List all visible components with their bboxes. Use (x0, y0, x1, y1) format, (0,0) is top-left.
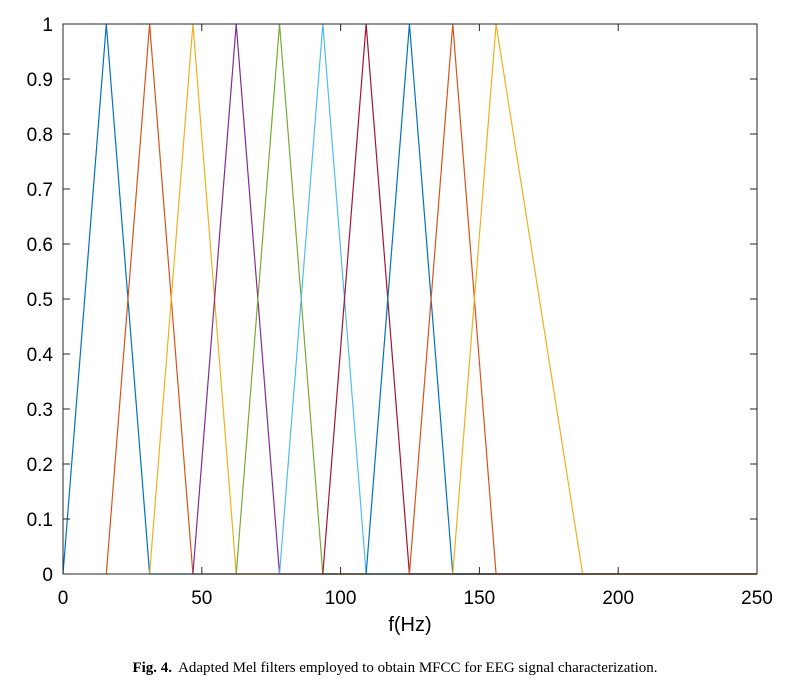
y-tick-label: 0.9 (27, 70, 53, 91)
y-tick-label: 0.8 (27, 125, 53, 146)
y-tick-label: 0.7 (27, 180, 53, 201)
caption-label: Fig. 4. (132, 660, 173, 676)
y-tick-label: 0 (42, 565, 53, 586)
mel-filterbank-chart: 0 50 100 150 200 250 0 0.1 0.2 0.3 0.4 0.5 0.6 0.7 0.8… (27, 15, 773, 636)
y-tick-label: 0.5 (27, 290, 53, 311)
y-tick-label: 0.2 (27, 455, 53, 476)
figure-caption: Fig. 4. Adapted Mel filters employed to o… (0, 660, 790, 677)
y-tick-label: 0.4 (27, 345, 54, 366)
y-tick-label: 0.1 (27, 510, 53, 531)
x-tick-label: 0 (58, 588, 69, 609)
plot-area (63, 24, 757, 574)
x-tick-label: 150 (464, 588, 496, 609)
caption-text: Adapted Mel filters employed to obtain M… (178, 660, 658, 676)
x-tick-label: 200 (602, 588, 634, 609)
x-tick-label: 100 (325, 588, 357, 609)
y-tick-label: 1 (42, 15, 53, 36)
y-tick-label: 0.6 (27, 235, 53, 256)
x-axis-label: f(Hz) (388, 614, 431, 636)
x-tick-label: 50 (191, 588, 212, 609)
ticks-layer: 0 50 100 150 200 250 0 0.1 0.2 0.3 0.4 0.5 0.6 0.7 0.8… (27, 15, 773, 609)
y-tick-label: 0.3 (27, 400, 53, 421)
x-tick-label: 250 (741, 588, 773, 609)
